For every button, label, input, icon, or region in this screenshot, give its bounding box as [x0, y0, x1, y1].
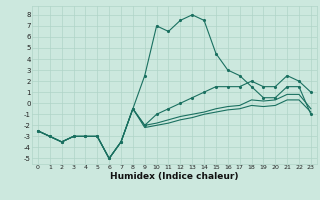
X-axis label: Humidex (Indice chaleur): Humidex (Indice chaleur): [110, 172, 239, 181]
